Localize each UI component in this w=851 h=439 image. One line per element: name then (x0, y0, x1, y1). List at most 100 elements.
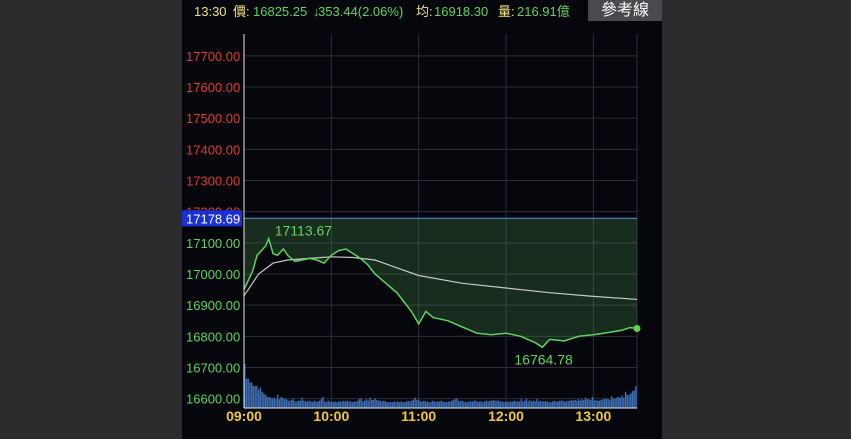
volume-bar (386, 402, 389, 408)
volume-bar (282, 397, 284, 408)
y-tick-label: 16800.00 (186, 329, 240, 344)
volume-bar (254, 386, 256, 408)
volume-bar (623, 397, 625, 408)
x-tick-label: 10:00 (313, 408, 349, 424)
volume-bar (343, 400, 345, 408)
volume-bar (518, 401, 521, 408)
volume-bar (583, 399, 585, 408)
volume-bar (600, 399, 602, 408)
volume-bar (527, 401, 529, 408)
volume-bar (407, 400, 409, 408)
volume-bar (398, 402, 401, 408)
volume-bar (428, 402, 430, 408)
intraday-chart: 17700.00 17600.00 17500.00 17400.00 17300.00… (182, 34, 641, 424)
volume-bar (574, 399, 576, 408)
volume-bar (405, 401, 408, 408)
volume-bar (337, 401, 340, 408)
volume-bar (567, 400, 569, 408)
volume-bar (508, 401, 510, 408)
volume-bar (515, 401, 517, 408)
volume-bar (546, 401, 549, 408)
volume-bar (435, 401, 437, 408)
volume-bar (609, 399, 611, 408)
volume-bar (581, 399, 583, 408)
volume-bar (548, 402, 550, 408)
volume-bar (318, 400, 321, 408)
volume-bar (445, 402, 448, 408)
volume-bar (365, 399, 368, 408)
annotation-label: 16764.78 (514, 351, 573, 367)
volume-bar (470, 401, 472, 408)
volume-bar (536, 399, 538, 408)
down-arrow-icon: ↓ (313, 4, 320, 19)
volume-bar (323, 401, 326, 408)
annotation-label: 17113.67 (275, 223, 333, 239)
y-tick-label: 17600.00 (186, 80, 240, 95)
volume-bar (423, 400, 425, 408)
volume-bar (529, 399, 531, 408)
volume-bar (370, 399, 373, 408)
volume-bar (576, 400, 578, 408)
volume-bar (511, 401, 514, 408)
x-tick-label: 11:00 (401, 408, 436, 424)
y-tick-label: 16900.00 (186, 298, 240, 313)
volume-bar (539, 400, 542, 408)
volume-bar (334, 401, 336, 408)
volume-bar (480, 401, 482, 408)
volume-bar (558, 400, 561, 408)
volume-bar (400, 401, 402, 408)
volume-bar (570, 399, 573, 408)
volume-bar (572, 400, 575, 408)
volume-bar (412, 399, 415, 408)
volume-bar (553, 400, 555, 408)
volume-bar (317, 401, 319, 408)
volume-bar (603, 399, 606, 408)
volume-bar (383, 400, 385, 408)
volume-bar (369, 397, 371, 408)
volume-bar (482, 402, 484, 408)
header-avg-label: 均: (416, 4, 433, 19)
volume-bar (395, 402, 397, 408)
volume-bar (304, 401, 307, 408)
volume-bar (299, 400, 302, 408)
volume-bar (550, 402, 552, 408)
header-volume: 216.91億 (517, 4, 570, 19)
volume-bar (584, 397, 587, 408)
volume-bar (619, 397, 622, 408)
header-time: 13:30 (194, 4, 227, 19)
volume-bar (628, 394, 630, 408)
volume-bar (468, 401, 470, 408)
volume-bar (577, 399, 580, 408)
volume-bar (313, 400, 315, 408)
volume-bar (358, 399, 361, 408)
volume-bar (602, 399, 604, 408)
volume-bar (598, 400, 601, 408)
volume-bar (443, 402, 446, 408)
volume-bar (245, 378, 248, 408)
volume-bar (555, 401, 557, 408)
volume-bar (517, 401, 519, 408)
x-tick-label: 13:00 (575, 408, 611, 424)
volume-bar (431, 400, 434, 408)
reference-line-button[interactable]: 參考線 (588, 0, 662, 21)
volume-bar (510, 401, 512, 408)
last-price-point (633, 324, 641, 332)
header-price: 16825.25 (253, 4, 308, 19)
x-tick-label: 09:00 (226, 408, 262, 424)
price-area-fill (244, 218, 637, 348)
volume-bar (301, 397, 303, 408)
volume-bar (630, 393, 632, 408)
volume-bar (330, 401, 333, 408)
volume-bar (344, 401, 347, 408)
volume-bar (557, 401, 559, 408)
volume-bar (346, 400, 349, 408)
volume-bar (270, 397, 272, 408)
volume-bar (414, 397, 416, 408)
volume-bar (617, 397, 620, 408)
volume-bar (350, 401, 352, 408)
volume-bar (522, 401, 524, 408)
volume-bar (263, 393, 265, 408)
volume-bar (285, 399, 288, 408)
volume-bar (530, 401, 533, 408)
volume-bar (624, 391, 627, 408)
